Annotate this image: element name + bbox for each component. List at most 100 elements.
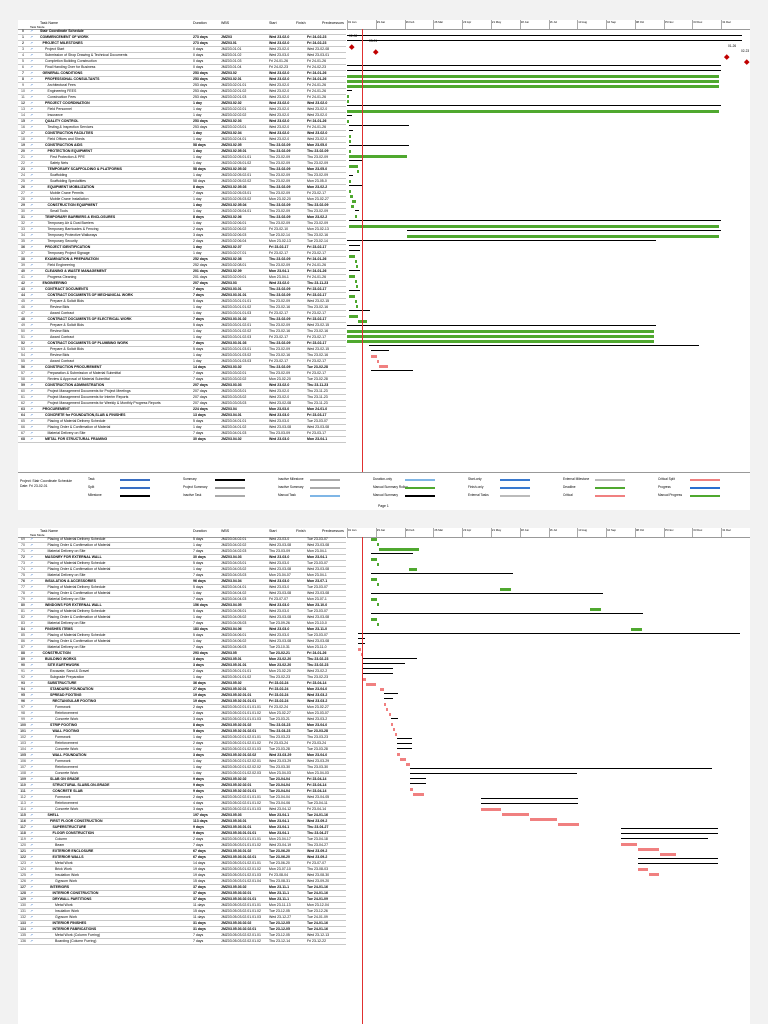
critical-task-bar[interactable] <box>397 753 400 756</box>
task-bar[interactable] <box>371 618 377 621</box>
task-bar[interactable] <box>347 80 719 83</box>
table-row[interactable]: ↗ 27 Mobile Crane Permits 7 days JMZ03.02.05… <box>18 191 346 197</box>
summary-bar[interactable] <box>347 65 721 67</box>
table-row[interactable]: ↗ 111 CONCRETE SLAB 9 days JMZ03.05.02.02.01… <box>18 789 346 795</box>
col-predecessors-header[interactable]: Predecessors <box>322 21 344 25</box>
summary-bar[interactable] <box>347 70 721 72</box>
critical-task-bar[interactable] <box>379 365 388 368</box>
task-bar[interactable] <box>355 260 357 263</box>
table-row[interactable]: ↗ 18 Field Offices and Sheds 1 day JMZ03.02.… <box>18 137 346 143</box>
task-bar[interactable] <box>347 340 654 343</box>
table-row[interactable]: ↗ 118 FLOOR CONSTRUCTION 9 days JMZ03.05.03.… <box>18 831 346 837</box>
table-row[interactable]: ↗ 20 PROTECTION EQUIPMENT 1 day JMZ03.02.05.… <box>18 149 346 155</box>
table-row[interactable]: ↗ 123 Metal Work 14 days JMZ03.05.03.01.02.0… <box>18 861 346 867</box>
table-row[interactable]: ↗ 115 SHELL 197 days JMZ03.05.03 Mon 23-04-1 T… <box>18 813 346 819</box>
critical-task-bar[interactable] <box>621 843 637 846</box>
task-bar[interactable] <box>347 85 719 88</box>
table-row[interactable]: ↗ 34 Temporary Protective Walkways 3 days JM… <box>18 233 346 239</box>
table-row[interactable]: ↗ 121 EXTERIOR ENCLOSURE 67 days JMZ03.05.03… <box>18 849 346 855</box>
table-row[interactable]: ↗ 92 Subgrade Preparation 1 day JMZ03.05.01.… <box>18 675 346 681</box>
table-row[interactable]: ↗ 16 Testing & Inspection Services 253 days… <box>18 125 346 131</box>
table-row[interactable]: ↗ 45 Prepare & Solicit Bids 5 days JMZ03.03.… <box>18 299 346 305</box>
summary-bar[interactable] <box>349 125 409 127</box>
table-row[interactable]: ↗ 33 Temporary Barricades & Fencing 2 days J… <box>18 227 346 233</box>
table-row[interactable]: ↗ 134 INTERIOR FABRICATIONS 31 days JMZ03.05… <box>18 927 346 933</box>
table-row[interactable]: ↗ 37 Temporary Project Signage 1 day JMZ03.0… <box>18 251 346 257</box>
table-row[interactable]: ↗ 7 GENERAL CONDITIONS 253 days JMZ03.02 Wed … <box>18 71 346 77</box>
critical-task-bar[interactable] <box>380 688 384 691</box>
table-row[interactable]: ↗ 129 DRYWALL PARTITIONS 37 days JMZ03.05.03… <box>18 897 346 903</box>
table-row[interactable]: ↗ 77 Placing of Material Delivery Schedule… <box>18 585 346 591</box>
summary-bar[interactable] <box>391 718 398 720</box>
table-row[interactable]: ↗ 4 Submission of Shop Drawing & Technical… <box>18 53 346 59</box>
table-row[interactable]: ↗ 104 Concrete Work 1 day JMZ03.05.02.01.02.… <box>18 747 346 753</box>
table-row[interactable]: ↗ 44 CONTRACT DOCUMENTS OF MECHANICAL WORK… <box>18 293 346 299</box>
summary-bar[interactable] <box>363 663 405 665</box>
table-row[interactable]: ↗ 19 CONSTRUCTION AIDS 58 days JMZ03.02.05 Th… <box>18 143 346 149</box>
table-row[interactable]: ↗ 76 INSULATION & ACCESSORIES 96 days JMZ03.… <box>18 579 346 585</box>
summary-bar[interactable] <box>410 778 426 780</box>
task-bar[interactable] <box>356 265 358 268</box>
table-row[interactable]: ↗ 71 Material Delivery on Site 7 days JMZ03.… <box>18 549 346 555</box>
summary-bar[interactable] <box>371 573 513 575</box>
summary-bar[interactable] <box>349 145 409 147</box>
table-row[interactable]: ↗ 12 PROJECT COORDINATION 1 day JMZ03.02.02 W… <box>18 101 346 107</box>
table-row[interactable]: ↗ 67 Material Delivery on Site 7 days JMZ03.… <box>18 431 346 437</box>
task-bar[interactable] <box>349 255 355 258</box>
table-row[interactable]: ↗ 26 EQUIPMENT MOBILIZATION 8 days JMZ03.02.… <box>18 185 346 191</box>
summary-bar[interactable] <box>407 230 721 232</box>
table-row[interactable]: ↗ 81 Placing of Material Delivery Schedule… <box>18 609 346 615</box>
task-bar[interactable] <box>351 205 354 208</box>
critical-task-bar[interactable] <box>558 823 579 826</box>
critical-task-bar[interactable] <box>406 763 410 766</box>
col-wbs-header-2[interactable]: WBS <box>221 529 230 533</box>
summary-bar[interactable] <box>410 773 577 775</box>
table-row[interactable]: ↗ 98 Reinforcement 2 days JMZ03.05.02.01.01.… <box>18 711 346 717</box>
table-row[interactable]: ↗ 9 Architectural Fees 253 days JMZ03.02.01.… <box>18 83 346 89</box>
table-row[interactable]: ↗ 66 Placing Order & Confirmation of Mater… <box>18 425 346 431</box>
task-bar[interactable] <box>357 170 359 173</box>
task-bar[interactable] <box>371 578 377 581</box>
table-row[interactable]: ↗ 125 Insulation Work 19 days JMZ03.05.03.01… <box>18 873 346 879</box>
col-finish-header-2[interactable]: Finish <box>296 529 306 533</box>
table-row[interactable]: ↗ 79 Material Delivery on Site 7 days JMZ03.… <box>18 597 346 603</box>
summary-bar[interactable] <box>347 105 721 107</box>
table-row[interactable]: ↗ 0 Stair Coordinate Schedule <box>18 29 346 35</box>
table-row[interactable]: ↗ 25 Scaffolding Specialities 58 days JMZ03.… <box>18 179 346 185</box>
task-bar[interactable] <box>590 608 601 611</box>
summary-bar[interactable] <box>371 613 643 615</box>
summary-bar[interactable] <box>347 325 656 327</box>
table-row[interactable]: ↗ 128 INTERIOR CONSTRUCTION 37 days JMZ03.05… <box>18 891 346 897</box>
table-row[interactable]: ↗ 97 Formwork 2 days JMZ03.05.02.01.01.01.01… <box>18 705 346 711</box>
summary-bar[interactable] <box>358 643 365 645</box>
task-bar[interactable] <box>377 543 379 546</box>
summary-bar[interactable] <box>397 743 412 745</box>
task-bar[interactable] <box>355 280 357 283</box>
table-row[interactable]: ↗ 21 First Protection & PPE 1 day JMZ03.02.0… <box>18 155 346 161</box>
table-row[interactable]: ↗ 6 Final Handing Over for Business 0 days J… <box>18 65 346 71</box>
table-row[interactable]: ↗ 119 Column 2 days JMZ03.05.03.01.01.01.01 M… <box>18 837 346 843</box>
table-row[interactable]: ↗ 24 Scaffolding 1 day JMZ03.02.05.02.01 Thu … <box>18 173 346 179</box>
table-row[interactable]: ↗ 68 METAL FOR STRUCTURAL FRAMING 30 days JM… <box>18 437 346 443</box>
summary-bar[interactable] <box>369 345 699 347</box>
table-row[interactable]: ↗ 55 Award Contract 1 day JMZ03.03.01.03.03 F… <box>18 359 346 365</box>
summary-bar[interactable] <box>410 783 426 785</box>
table-row[interactable]: ↗ 61 Project Management Documents for Inte… <box>18 395 346 401</box>
summary-bar[interactable] <box>371 553 413 555</box>
col-task-mode-header[interactable]: Task Mode <box>30 24 45 29</box>
table-row[interactable]: ↗ 57 Preparation & Submission of Material … <box>18 371 346 377</box>
critical-task-bar[interactable] <box>410 788 413 791</box>
table-row[interactable]: ↗ 72 MASONRY FOR EXTERNAL WALL 30 days JMZ03… <box>18 555 346 561</box>
critical-task-bar[interactable] <box>393 728 395 731</box>
table-row[interactable]: ↗ 87 Material Delivery on Site 7 days JMZ03.… <box>18 645 346 651</box>
col-duration-header[interactable]: Duration <box>193 21 207 25</box>
critical-task-bar[interactable] <box>660 853 676 856</box>
summary-bar[interactable] <box>349 290 360 292</box>
table-row[interactable]: ↗ 38 EXAMINATION & PREPARATION 252 days JMZ0… <box>18 257 346 263</box>
table-row[interactable]: ↗ 39 Field Engineering 252 days JMZ03.02.08.… <box>18 263 346 269</box>
task-bar[interactable] <box>356 305 358 308</box>
task-bar[interactable] <box>352 200 356 203</box>
table-row[interactable]: ↗ 32 Temporary Air & Dust Barriers 1 day JMZ… <box>18 221 346 227</box>
table-row[interactable]: ↗ 73 Placing of Material Delivery Schedule… <box>18 561 346 567</box>
table-row[interactable]: ↗ 127 INTERIORS 37 days JMZ03.05.03.02 Mon 23… <box>18 885 346 891</box>
